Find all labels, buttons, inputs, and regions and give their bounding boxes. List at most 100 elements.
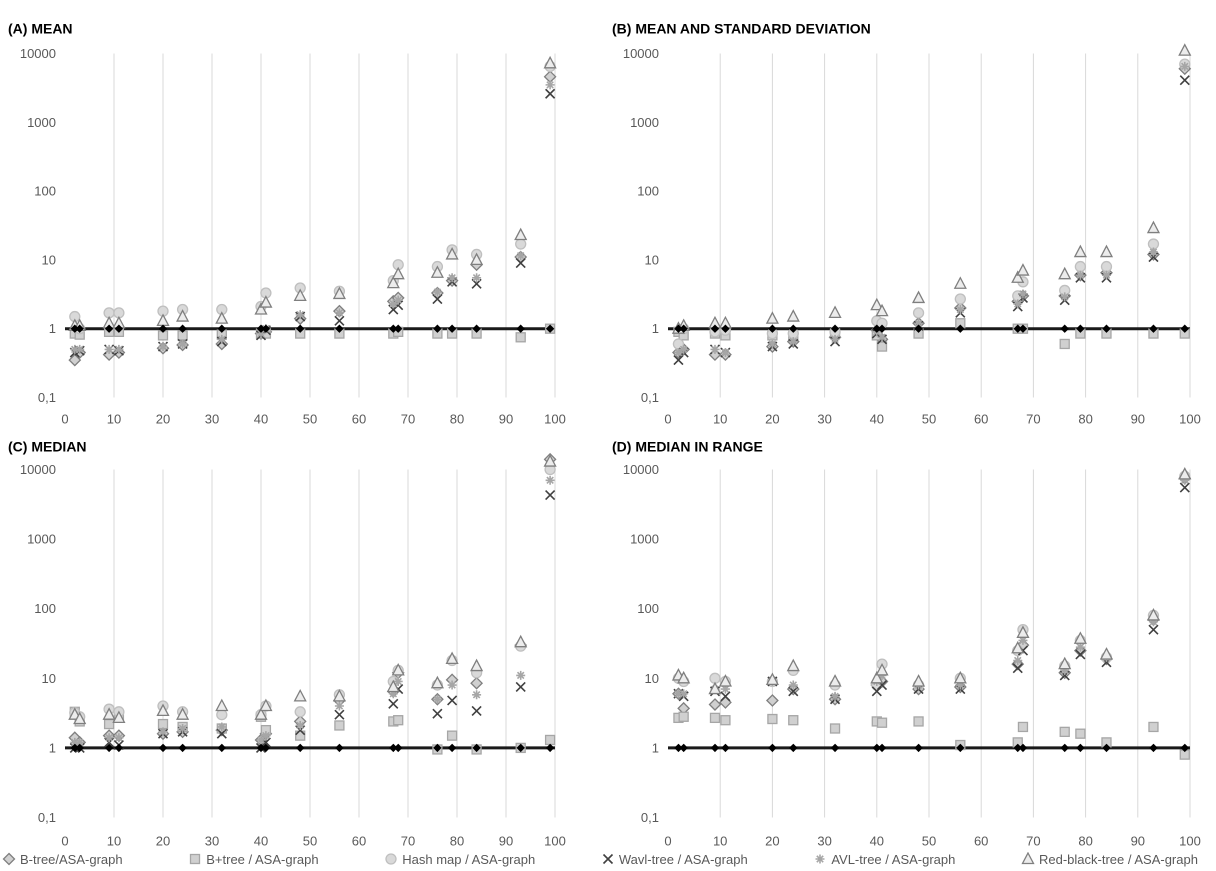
- y-tick-label: 100: [34, 601, 56, 616]
- data-point: [334, 308, 344, 318]
- data-point: [430, 265, 444, 278]
- x-tick-label: 30: [205, 834, 219, 849]
- x-tick-label: 20: [156, 412, 170, 427]
- data-point: [393, 295, 403, 305]
- data-point: [261, 731, 271, 741]
- series-wavl-tree-asa-graph: [69, 88, 556, 358]
- data-point: [104, 743, 114, 753]
- data-point: [386, 679, 400, 693]
- x-tick-label: 60: [974, 834, 988, 849]
- data-point: [332, 286, 346, 300]
- x-tick-label: 80: [450, 412, 464, 427]
- data-point: [176, 707, 190, 720]
- data-point: [708, 698, 722, 711]
- data-point: [718, 674, 732, 687]
- data-point: [828, 305, 842, 318]
- data-point: [673, 355, 684, 366]
- data-point: [870, 670, 884, 684]
- data-point: [472, 743, 481, 753]
- data-point: [261, 743, 271, 753]
- y-tick-label: 10000: [623, 462, 659, 477]
- data-point: [332, 688, 346, 702]
- data-point: [788, 680, 798, 690]
- x-tick-label: 20: [765, 834, 779, 849]
- data-point: [953, 276, 967, 289]
- series-b-tree-asa-graph: [672, 62, 1192, 362]
- data-point: [433, 743, 442, 753]
- series-red-black-tree-asa-graph: [68, 55, 557, 332]
- data-point: [1149, 743, 1158, 753]
- x-tick-label: 40: [870, 412, 884, 427]
- data-point: [1149, 324, 1158, 333]
- data-point: [912, 307, 925, 319]
- series-reference: [70, 743, 555, 753]
- data-point: [914, 743, 923, 753]
- data-point: [673, 689, 683, 699]
- data-point: [543, 55, 557, 69]
- data-point: [178, 723, 188, 733]
- data-point: [1017, 721, 1029, 733]
- data-point: [391, 266, 405, 280]
- data-point: [1147, 238, 1160, 250]
- y-tick-label: 0,1: [641, 810, 659, 825]
- x-tick-label: 10: [713, 834, 727, 849]
- data-point: [828, 674, 842, 687]
- x-tick-label: 60: [974, 412, 988, 427]
- series-red-black-tree-asa-graph: [671, 467, 1192, 695]
- data-point: [956, 324, 965, 333]
- series-red-black-tree-asa-graph: [68, 454, 557, 725]
- data-point: [545, 743, 555, 753]
- triangle-marker-icon: [1021, 852, 1035, 865]
- data-point: [877, 743, 887, 753]
- data-point: [215, 698, 229, 712]
- y-tick-label: 0,1: [641, 390, 659, 405]
- data-point: [710, 344, 720, 354]
- data-point: [472, 273, 482, 283]
- data-point: [1060, 324, 1069, 333]
- data-point: [447, 273, 457, 283]
- data-point: [954, 293, 966, 305]
- x-tick-label: 50: [303, 834, 317, 849]
- x-tick-label: 70: [401, 412, 415, 427]
- legend-label: B-tree/ASA-graph: [20, 851, 123, 867]
- x-tick-label: 20: [156, 834, 170, 849]
- data-point: [215, 311, 229, 324]
- series-b-tree-asa-graph: [673, 711, 1190, 760]
- x-tick-label: 90: [1131, 412, 1145, 427]
- data-point: [1148, 721, 1159, 733]
- data-point: [388, 689, 398, 699]
- data-point: [914, 324, 923, 333]
- data-point: [294, 706, 306, 718]
- x-tick-label: 0: [61, 834, 68, 849]
- data-point: [259, 295, 273, 308]
- data-point: [391, 662, 405, 676]
- data-point: [70, 737, 80, 747]
- data-point: [1146, 608, 1161, 621]
- data-point: [393, 324, 403, 333]
- data-point: [515, 681, 526, 693]
- data-point: [1059, 726, 1070, 738]
- x-tick-label: 0: [61, 412, 68, 427]
- data-point: [1012, 663, 1023, 674]
- data-point: [75, 344, 85, 354]
- data-point: [447, 743, 457, 753]
- data-point: [515, 332, 526, 343]
- data-point: [472, 690, 482, 700]
- data-point: [293, 688, 307, 702]
- x-tick-label: 50: [303, 412, 317, 427]
- data-point: [430, 675, 444, 689]
- data-point: [259, 698, 273, 712]
- data-point: [679, 324, 688, 333]
- series-avl-tree-asa-graph: [70, 80, 555, 354]
- data-point: [516, 743, 525, 753]
- legend-label: Wavl-tree / ASA-graph: [618, 851, 748, 867]
- data-point: [158, 342, 168, 352]
- data-point: [295, 743, 305, 753]
- data-point: [767, 339, 777, 349]
- y-tick-label: 10000: [20, 46, 56, 61]
- data-point: [472, 324, 481, 333]
- square-marker-icon: [190, 853, 201, 865]
- data-point: [445, 247, 459, 260]
- data-point: [254, 302, 268, 315]
- data-point: [1148, 617, 1158, 627]
